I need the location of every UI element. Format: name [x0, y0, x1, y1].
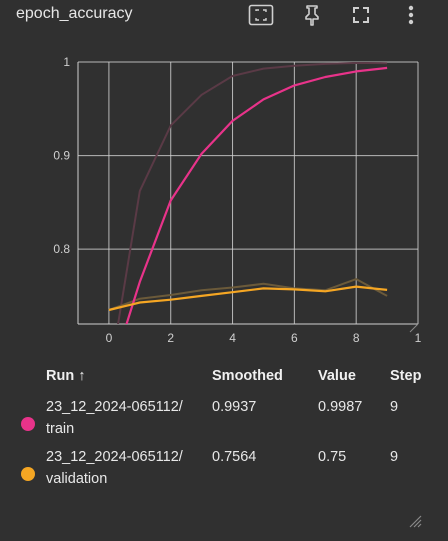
more-vert-icon — [408, 5, 414, 25]
step-value: 9 — [390, 399, 399, 415]
y-tick-label: 0.8 — [53, 242, 70, 256]
series-line-validation-raw[interactable] — [108, 278, 388, 311]
column-header-value[interactable]: Value — [318, 368, 356, 384]
raw-value: 0.75 — [318, 449, 347, 465]
column-header-smoothed[interactable]: Smoothed — [212, 368, 283, 384]
table-row-validation: 23_12_2024-065112/ validation 0.7564 0.7… — [0, 444, 448, 500]
run-color-swatch[interactable] — [21, 417, 35, 431]
x-tick-label: 2 — [167, 331, 174, 345]
y-tick-label: 1 — [63, 55, 70, 69]
smoothed-value: 0.7564 — [212, 449, 257, 465]
fit-to-data-button[interactable] — [247, 2, 275, 28]
step-value: 9 — [390, 449, 399, 465]
x-tick-label: 4 — [229, 331, 236, 345]
resize-handle-icon[interactable] — [408, 514, 422, 528]
run-name-suffix: validation — [46, 471, 108, 487]
chart-resize-icon[interactable] — [409, 323, 419, 333]
x-tick-label: 6 — [291, 331, 298, 345]
y-tick-label: 0.9 — [53, 149, 70, 163]
series-line-train-smoothed[interactable] — [109, 66, 388, 354]
table-row-train: 23_12_2024-065112/ train 0.9937 0.9987 9 — [0, 394, 448, 450]
column-header-step[interactable]: Step — [390, 368, 422, 384]
series-line-validation-smoothed[interactable] — [108, 285, 388, 312]
fit-to-data-icon — [248, 4, 274, 26]
more-options-button[interactable] — [397, 2, 425, 28]
raw-value: 0.9987 — [318, 399, 363, 415]
x-tick-label: 0 — [106, 331, 113, 345]
accuracy-chart[interactable]: 0 2 4 6 8 1 0.8 0.9 1 — [0, 34, 448, 354]
series-line-train-raw[interactable] — [109, 62, 388, 354]
column-header-run[interactable]: Run ↑ — [46, 368, 86, 384]
fullscreen-button[interactable] — [347, 2, 375, 28]
run-name-suffix: train — [46, 421, 75, 437]
pin-icon — [305, 5, 319, 26]
x-tick-label: 1 — [415, 331, 422, 345]
pin-button[interactable] — [298, 2, 326, 28]
run-name: 23_12_2024-065112/ — [46, 399, 183, 415]
run-name: 23_12_2024-065112/ — [46, 449, 183, 465]
card-header: epoch_accuracy — [0, 0, 448, 30]
x-tick-label: 8 — [353, 331, 360, 345]
card-title: epoch_accuracy — [16, 5, 133, 22]
fullscreen-icon — [353, 7, 369, 23]
smoothed-value: 0.9937 — [212, 399, 257, 415]
run-color-swatch[interactable] — [21, 467, 35, 481]
